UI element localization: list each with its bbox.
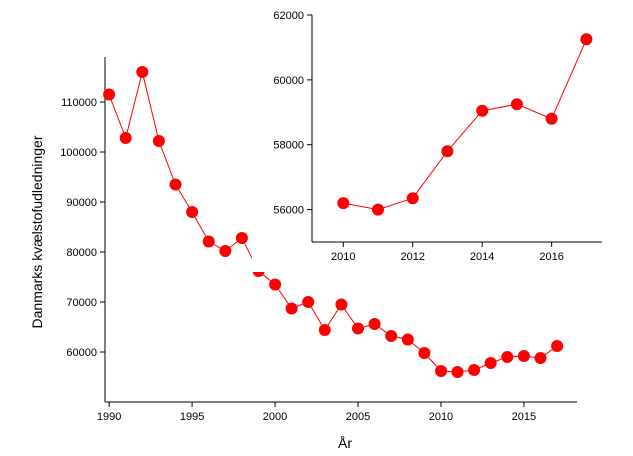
data-point <box>501 351 514 363</box>
data-point <box>580 33 593 46</box>
x-tick-label: 2010 <box>429 411 453 423</box>
data-point <box>510 98 523 111</box>
y-axis-title: Danmarks kvælstofudledninger <box>29 135 45 328</box>
x-tick-label: 2010 <box>331 251 355 263</box>
data-point <box>372 203 384 216</box>
series-line <box>343 39 587 211</box>
data-point <box>385 330 398 342</box>
data-point <box>152 135 165 147</box>
x-tick-label: 2005 <box>346 411 370 423</box>
data-point <box>368 318 381 330</box>
data-point <box>202 235 215 248</box>
data-point <box>468 364 481 376</box>
y-tick-label: 100000 <box>60 147 97 159</box>
x-tick-label: 2015 <box>512 411 536 423</box>
data-point <box>476 104 489 117</box>
data-point <box>534 352 547 364</box>
data-point <box>435 365 447 377</box>
data-point <box>517 350 530 362</box>
x-tick-label: 2012 <box>400 251 424 263</box>
y-tick-label: 60000 <box>273 75 304 87</box>
data-point <box>551 340 564 352</box>
data-point <box>169 178 182 191</box>
data-point <box>406 192 419 205</box>
y-tick-label: 80000 <box>66 247 97 259</box>
data-point <box>484 357 497 369</box>
y-tick-label: 58000 <box>273 140 304 152</box>
data-point <box>186 206 199 218</box>
y-tick-label: 110000 <box>61 97 97 109</box>
data-point <box>235 232 248 244</box>
data-point <box>285 302 298 315</box>
data-point <box>119 132 132 144</box>
data-point <box>352 322 364 335</box>
data-point <box>441 145 454 158</box>
data-point <box>318 324 331 336</box>
x-tick-label: 1995 <box>180 411 204 423</box>
main-chart: År Danmarks kvælstofudledninger 1990 1995… <box>29 57 577 451</box>
y-tick-label: 70000 <box>66 297 97 309</box>
y-tick-label: 90000 <box>66 197 97 209</box>
data-point <box>335 298 348 311</box>
y-tick-label: 60000 <box>66 347 97 359</box>
x-tick-label: 2000 <box>263 411 287 423</box>
data-point <box>337 197 350 210</box>
y-tick-label: 56000 <box>273 205 304 217</box>
data-point <box>545 112 558 125</box>
data-point <box>103 88 116 101</box>
data-point <box>269 278 282 291</box>
inset-background <box>252 5 612 272</box>
series-line <box>108 71 558 373</box>
inset-chart: 2010 2012 2014 2016 56000 58000 60000 62000 <box>252 5 612 272</box>
data-point <box>136 66 149 78</box>
x-tick-label: 2014 <box>470 251 494 263</box>
data-point <box>219 245 232 257</box>
x-tick-label: 1990 <box>97 411 121 423</box>
x-axis-title: År <box>338 435 352 451</box>
y-tick-label: 62000 <box>273 10 304 22</box>
data-point <box>401 333 414 346</box>
data-point <box>302 296 315 308</box>
data-point <box>418 347 431 359</box>
data-point <box>451 366 464 378</box>
x-tick-label: 2016 <box>539 251 563 263</box>
